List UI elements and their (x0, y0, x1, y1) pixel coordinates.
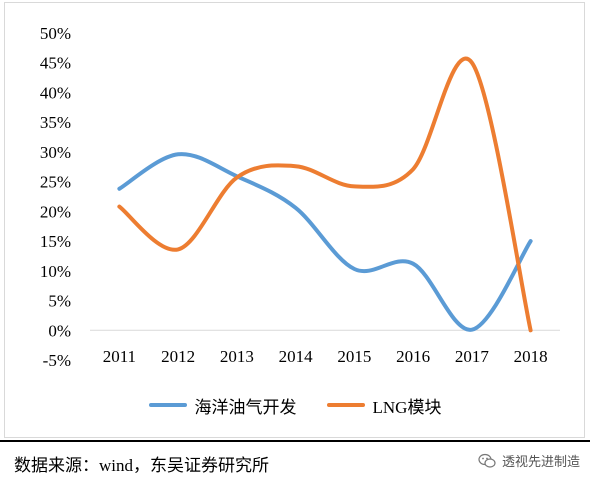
y-tick-label: 15% (40, 232, 71, 251)
chart-frame (4, 2, 585, 438)
y-tick-label: 5% (48, 292, 71, 311)
y-tick-label: 0% (48, 321, 71, 340)
series-line-1 (117, 152, 533, 332)
chart-legend: 海洋油气开发 LNG模块 (0, 390, 590, 420)
y-tick-label: 30% (40, 143, 71, 162)
y-tick-label: 40% (40, 83, 71, 102)
x-tick-label: 2017 (455, 347, 490, 366)
legend-swatch-series-1 (148, 403, 187, 407)
source-note: 数据来源：wind，东吴证券研究所 (14, 456, 269, 475)
y-tick-label: 10% (40, 262, 71, 281)
y-tick-label: 35% (40, 113, 71, 132)
x-tick-label: 2014 (279, 347, 314, 366)
x-tick-label: 2018 (514, 347, 548, 366)
x-tick-label: 2013 (220, 347, 254, 366)
wechat-icon (478, 453, 496, 468)
legend-swatch-series-2 (326, 403, 365, 407)
legend-item-series-2: LNG模块 (326, 393, 442, 418)
legend-label-series-2: LNG模块 (372, 397, 442, 417)
series-line-2 (117, 57, 533, 333)
y-tick-label: 25% (40, 173, 71, 192)
x-tick-label: 2012 (161, 347, 195, 366)
y-tick-label: -5% (43, 351, 71, 370)
watermark-text: 透视先进制造 (501, 455, 580, 470)
x-tick-label: 2011 (103, 347, 136, 366)
y-tick-label: 50% (40, 24, 71, 43)
y-tick-label: 20% (40, 202, 71, 221)
x-tick-label: 2016 (396, 347, 430, 366)
x-tick-label: 2015 (337, 347, 371, 366)
y-tick-label: 45% (40, 54, 71, 73)
line-chart: 50% 45% 40% 35% 30% 25% 20% 15% 10% 5% 0% -5% 2011 20… (40, 24, 560, 370)
legend-item-series-1: 海洋油气开发 (148, 393, 297, 418)
footer-divider (0, 440, 590, 442)
watermark: 透视先进制造 (478, 451, 580, 470)
legend-label-series-1: 海洋油气开发 (194, 397, 297, 417)
